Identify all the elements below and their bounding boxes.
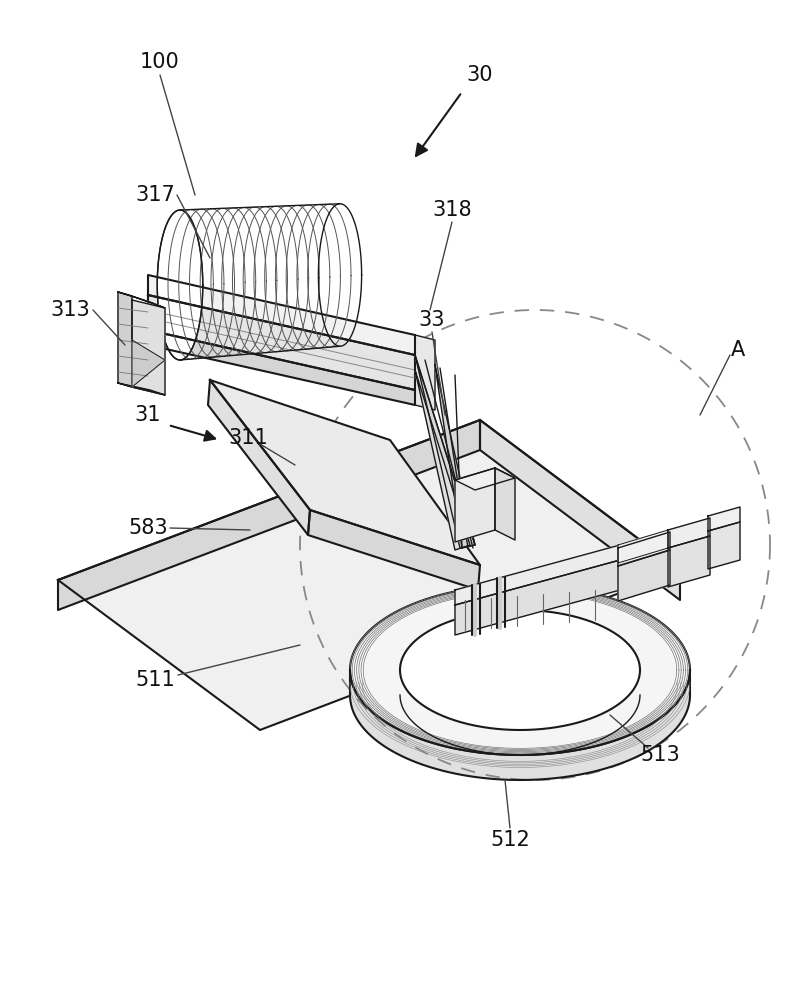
Text: 311: 311: [228, 428, 268, 448]
Polygon shape: [455, 468, 495, 542]
Polygon shape: [132, 300, 165, 395]
Text: A: A: [731, 340, 745, 360]
Text: 317: 317: [135, 185, 175, 205]
Text: 100: 100: [140, 52, 180, 72]
Text: 30: 30: [466, 65, 494, 85]
Polygon shape: [668, 518, 710, 548]
Polygon shape: [708, 522, 740, 569]
Polygon shape: [668, 536, 710, 587]
Polygon shape: [618, 530, 668, 563]
Text: 318: 318: [432, 200, 472, 220]
Polygon shape: [455, 545, 620, 605]
Polygon shape: [455, 560, 620, 635]
Polygon shape: [350, 585, 690, 755]
Polygon shape: [158, 210, 203, 360]
Polygon shape: [708, 507, 740, 531]
Polygon shape: [618, 532, 670, 566]
Text: 512: 512: [490, 830, 530, 850]
Text: 511: 511: [135, 670, 175, 690]
Polygon shape: [415, 370, 470, 550]
Text: 583: 583: [128, 518, 168, 538]
Polygon shape: [400, 610, 640, 730]
Polygon shape: [58, 420, 680, 730]
Text: 513: 513: [640, 745, 680, 765]
Polygon shape: [118, 383, 165, 395]
Text: 313: 313: [50, 300, 90, 320]
Text: 33: 33: [419, 310, 445, 330]
Polygon shape: [415, 355, 475, 548]
Polygon shape: [118, 292, 165, 308]
Polygon shape: [148, 330, 415, 405]
Polygon shape: [618, 550, 670, 601]
Polygon shape: [415, 335, 435, 410]
Polygon shape: [495, 468, 515, 540]
Polygon shape: [455, 468, 515, 490]
Polygon shape: [480, 420, 680, 600]
Polygon shape: [435, 365, 475, 548]
Polygon shape: [210, 380, 480, 565]
Text: 31: 31: [135, 405, 162, 425]
Polygon shape: [58, 420, 480, 610]
Polygon shape: [350, 670, 690, 780]
Polygon shape: [208, 380, 310, 535]
Polygon shape: [148, 275, 415, 355]
Polygon shape: [148, 295, 415, 390]
Polygon shape: [118, 292, 132, 387]
Polygon shape: [308, 510, 480, 590]
Polygon shape: [132, 340, 165, 387]
